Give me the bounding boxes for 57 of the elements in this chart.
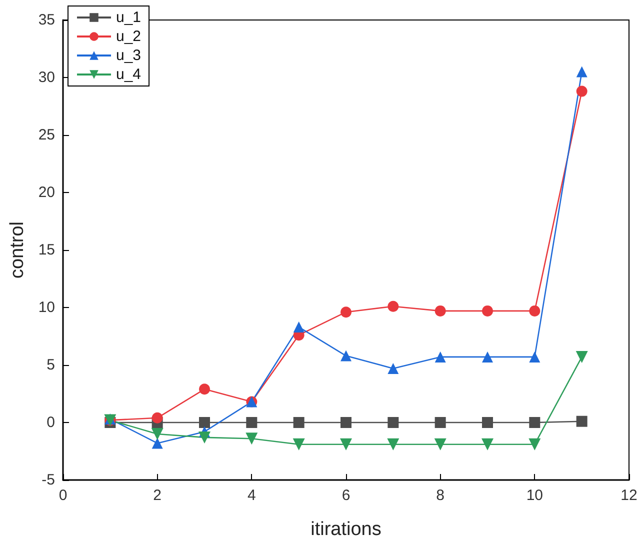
legend-label: u_2	[116, 28, 142, 45]
legend-label: u_1	[116, 9, 142, 26]
y-tick-label: 5	[46, 356, 55, 374]
point	[576, 66, 588, 78]
y-tick-label: -5	[42, 472, 55, 488]
point	[576, 416, 588, 427]
point	[246, 417, 258, 428]
point	[434, 417, 446, 428]
y-tick-label: 20	[38, 184, 55, 201]
x-tick-label: 2	[153, 487, 162, 504]
x-tick-label: 0	[58, 487, 68, 504]
point	[482, 305, 493, 316]
point	[576, 86, 588, 97]
point	[529, 351, 540, 362]
point	[576, 350, 588, 363]
point	[152, 438, 163, 449]
x-tick-label: 6	[342, 487, 350, 504]
x-tick-label: 12	[620, 487, 638, 504]
point	[529, 417, 540, 428]
point	[482, 351, 493, 362]
point	[152, 412, 163, 424]
point	[388, 417, 399, 428]
y-tick-label: 35	[38, 12, 55, 28]
x-tick-label: 8	[436, 487, 445, 504]
point	[482, 417, 493, 428]
point	[434, 351, 446, 362]
point	[529, 305, 540, 316]
point	[528, 438, 541, 450]
point	[246, 432, 258, 445]
point	[388, 300, 399, 312]
point	[198, 431, 210, 444]
legend-label: u_3	[116, 47, 142, 64]
point	[340, 438, 352, 450]
point	[340, 350, 352, 362]
point	[387, 438, 400, 450]
x-tick-label: 10	[526, 487, 544, 504]
y-tick-label: 30	[38, 69, 55, 86]
point	[388, 362, 399, 374]
point	[340, 417, 352, 428]
point	[434, 438, 446, 450]
point	[340, 306, 352, 318]
x-axis-title: itirations	[310, 519, 382, 540]
point	[434, 305, 446, 316]
point	[199, 384, 210, 395]
x-tick-label: 4	[247, 487, 256, 504]
y-tick-label: 25	[38, 126, 55, 144]
point	[293, 322, 304, 333]
legend-label: u_4	[116, 66, 142, 83]
y-tick-label: 15	[38, 242, 55, 258]
point	[482, 438, 494, 450]
y-tick-label: 0	[46, 414, 55, 431]
y-axis-title: control	[7, 221, 28, 279]
point	[293, 417, 304, 428]
point	[199, 417, 210, 428]
point	[292, 438, 305, 450]
y-tick-label: 10	[38, 299, 55, 316]
point	[151, 428, 164, 440]
